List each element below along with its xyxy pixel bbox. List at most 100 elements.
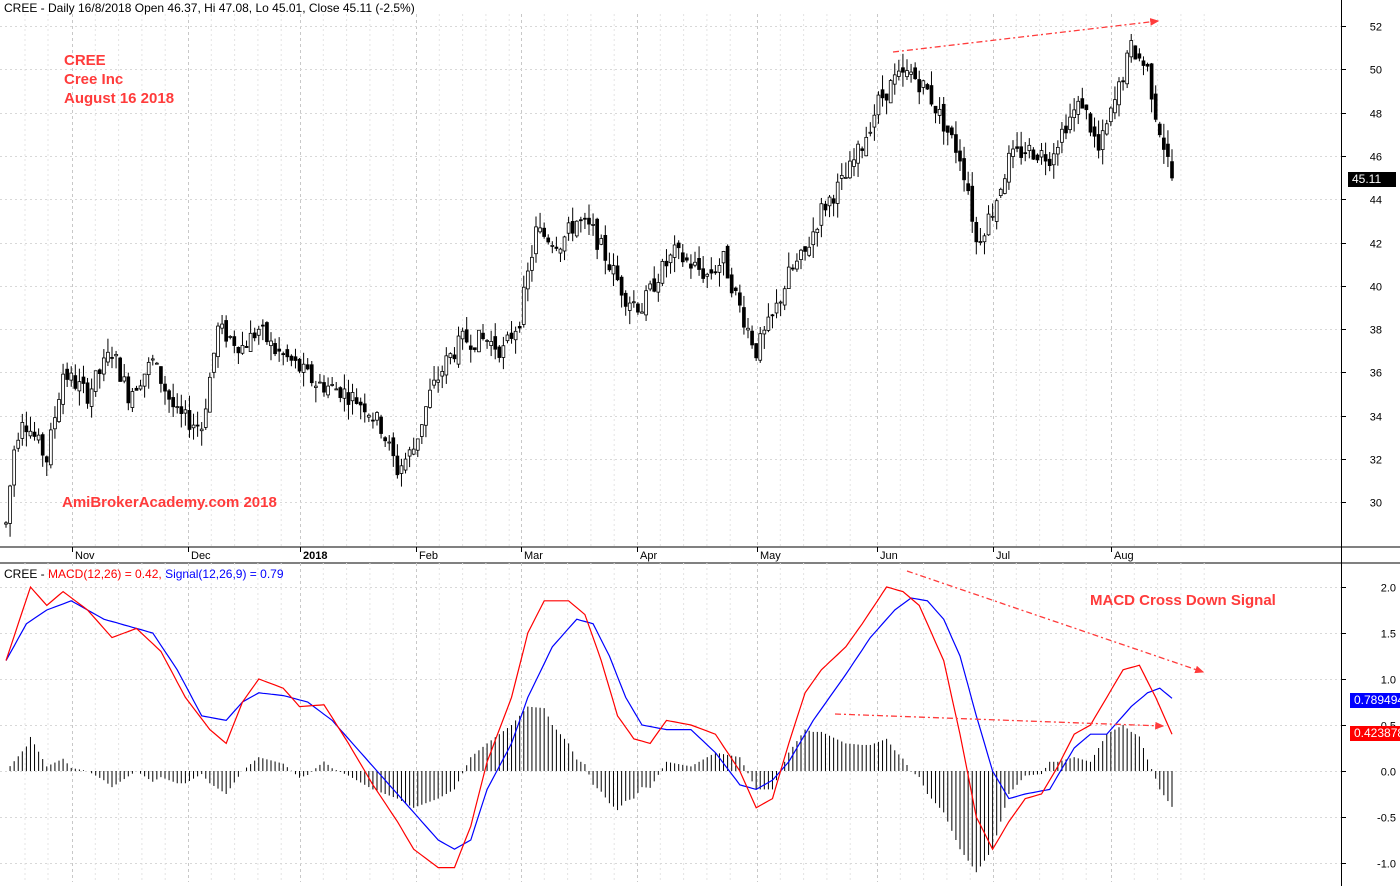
candle-body xyxy=(77,381,82,392)
candle-body xyxy=(326,385,330,396)
candle-body xyxy=(848,160,852,179)
candle-body xyxy=(958,150,962,162)
macd-histogram xyxy=(9,706,1173,873)
candle-body xyxy=(318,381,322,384)
candle-body xyxy=(892,74,897,85)
y-tick-label: -1.0 xyxy=(1377,859,1396,871)
candle-body xyxy=(65,368,69,380)
candle-body xyxy=(884,93,889,101)
candle-body xyxy=(583,217,587,220)
candle-body xyxy=(603,235,608,261)
candle-body xyxy=(733,287,738,291)
signal-value-tag: 0.789494 xyxy=(1350,693,1400,708)
candle-body xyxy=(8,485,12,524)
candle-body xyxy=(346,392,351,405)
candle-body xyxy=(880,89,885,99)
candle-body xyxy=(823,203,828,211)
candle-body xyxy=(481,332,485,340)
candle-body xyxy=(1023,152,1028,155)
y-tick-label: -0.5 xyxy=(1377,813,1396,825)
candle-body xyxy=(766,316,771,331)
candle-body xyxy=(868,131,873,134)
candle-body xyxy=(1039,150,1044,158)
candle-body xyxy=(146,361,151,376)
candle-body xyxy=(32,431,37,437)
candle-body xyxy=(1153,93,1158,120)
y-tick-label: 44 xyxy=(1370,195,1382,207)
candle-body xyxy=(269,340,273,347)
candle-body xyxy=(705,273,710,277)
candle-body xyxy=(24,425,29,433)
candle-body xyxy=(171,397,175,408)
candle-body xyxy=(1035,154,1040,161)
candle-body xyxy=(261,324,265,327)
candle-body xyxy=(640,311,644,314)
candle-body xyxy=(1162,137,1166,150)
candle-body xyxy=(562,236,567,252)
candle-body xyxy=(656,282,661,293)
last-price-tag: 45.11 xyxy=(1348,172,1396,187)
candle-body xyxy=(497,346,502,358)
candle-body xyxy=(1129,40,1134,58)
candle-body xyxy=(1043,154,1048,162)
candle-body xyxy=(122,376,127,382)
candle-body xyxy=(509,332,514,339)
candle-body xyxy=(807,246,811,256)
candle-body xyxy=(371,419,375,422)
candle-body xyxy=(778,301,783,304)
candle-body xyxy=(945,125,950,133)
candle-body xyxy=(301,363,306,373)
candle-body xyxy=(415,438,420,451)
candle-body xyxy=(986,213,991,236)
candle-body xyxy=(175,406,180,409)
macd-trend-arrow-lower xyxy=(834,713,1165,730)
y-tick-label: 0.0 xyxy=(1381,767,1396,779)
candle-body xyxy=(844,176,848,179)
candle-body xyxy=(925,84,930,90)
candle-body xyxy=(888,80,893,104)
candle-body xyxy=(685,257,689,261)
candle-body xyxy=(595,218,599,250)
candle-body xyxy=(852,159,856,167)
candle-body xyxy=(815,228,820,234)
candle-body xyxy=(619,276,624,296)
candle-body xyxy=(93,370,98,392)
candle-body xyxy=(1031,149,1036,160)
candle-body xyxy=(725,245,730,279)
candle-body xyxy=(208,376,212,413)
candle-body xyxy=(1121,80,1125,83)
candle-body xyxy=(460,330,465,340)
candle-body xyxy=(293,356,298,361)
candle-body xyxy=(1019,146,1023,158)
candle-body xyxy=(452,354,457,360)
candle-body xyxy=(40,434,45,456)
candle-body xyxy=(566,222,571,234)
candle-body xyxy=(758,333,763,361)
candle-body xyxy=(1003,178,1007,194)
candle-body xyxy=(1145,63,1150,67)
candle-body xyxy=(4,522,8,525)
candle-body xyxy=(236,346,241,354)
candle-body xyxy=(746,327,750,331)
candle-body xyxy=(1080,98,1085,109)
candle-body xyxy=(901,67,905,73)
macd-line xyxy=(5,585,1173,869)
candle-body xyxy=(150,358,155,361)
candle-body xyxy=(130,391,135,408)
candle-body xyxy=(913,67,917,80)
price-trend-arrow xyxy=(892,18,1160,53)
candle-body xyxy=(285,349,290,358)
candle-body xyxy=(203,408,208,428)
candle-body xyxy=(436,379,440,383)
candle-body xyxy=(615,265,620,281)
y-tick-label: 42 xyxy=(1370,239,1382,251)
candle-body xyxy=(697,258,701,270)
candle-body xyxy=(163,383,167,392)
candle-body xyxy=(921,80,926,88)
candle-body xyxy=(49,429,53,466)
candle-body xyxy=(701,268,705,279)
candle-body xyxy=(358,401,363,406)
candle-body xyxy=(354,397,359,404)
candle-body xyxy=(1141,60,1146,66)
candle-body xyxy=(73,375,78,389)
